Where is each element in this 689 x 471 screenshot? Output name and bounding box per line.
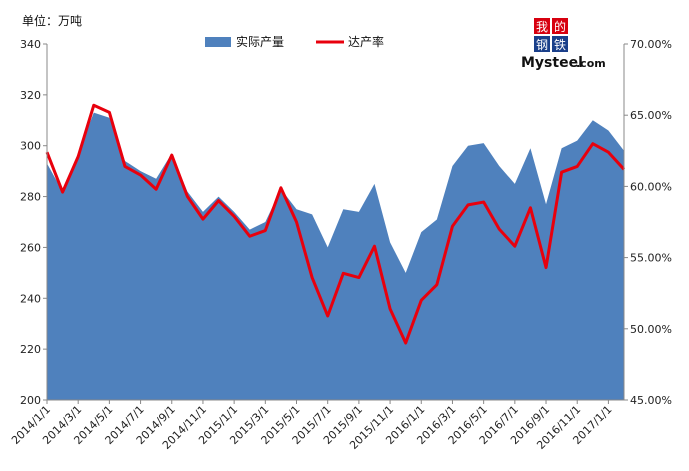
right-tick-label: 45.00% bbox=[630, 394, 672, 407]
logo-char: 钢 bbox=[536, 38, 548, 52]
logo-char: 铁 bbox=[554, 38, 566, 52]
utilization-line bbox=[45, 103, 626, 345]
right-tick-label: 55.00% bbox=[630, 252, 672, 265]
left-tick-label: 220 bbox=[20, 343, 41, 356]
right-tick-label: 70.00% bbox=[630, 38, 672, 51]
logo-tile bbox=[534, 36, 550, 52]
right-tick-label: 65.00% bbox=[630, 109, 672, 122]
left-tick-label: 320 bbox=[20, 89, 41, 102]
left-tick-label: 200 bbox=[20, 394, 41, 407]
logo-tile bbox=[552, 18, 568, 34]
legend-area-label: 实际产量 bbox=[236, 34, 284, 49]
left-tick-label: 300 bbox=[20, 140, 41, 153]
logo-word: Mysteel bbox=[521, 55, 583, 71]
left-axis: 200 220 240 260 280 300 320 340 bbox=[20, 38, 48, 407]
production-area bbox=[47, 112, 624, 400]
left-tick-label: 280 bbox=[20, 191, 41, 204]
logo-char: 我 bbox=[536, 20, 548, 34]
logo-word-suffix: .com bbox=[576, 57, 606, 70]
right-axis: 45.00% 50.00% 55.00% 60.00% 65.00% 70.00% bbox=[623, 38, 672, 407]
right-tick-label: 60.00% bbox=[630, 180, 672, 193]
logo-tile bbox=[552, 36, 568, 52]
left-tick-label: 340 bbox=[20, 38, 41, 51]
legend-line-label: 达产率 bbox=[348, 34, 384, 49]
legend: 实际产量 达产率 bbox=[205, 34, 384, 49]
right-tick-label: 50.00% bbox=[630, 323, 672, 336]
x-axis: 2014/1/12014/3/12014/5/12014/7/12014/9/1… bbox=[9, 399, 624, 452]
left-tick-label: 260 bbox=[20, 241, 41, 254]
legend-area-swatch bbox=[205, 37, 231, 47]
mysteel-logo: 我 的 钢 铁 Mysteel .com bbox=[521, 18, 606, 71]
logo-char: 的 bbox=[554, 19, 566, 34]
left-tick-label: 240 bbox=[20, 292, 41, 305]
plot-area bbox=[45, 103, 626, 400]
unit-label: 单位：万吨 bbox=[22, 13, 82, 28]
logo-tile bbox=[534, 18, 550, 34]
